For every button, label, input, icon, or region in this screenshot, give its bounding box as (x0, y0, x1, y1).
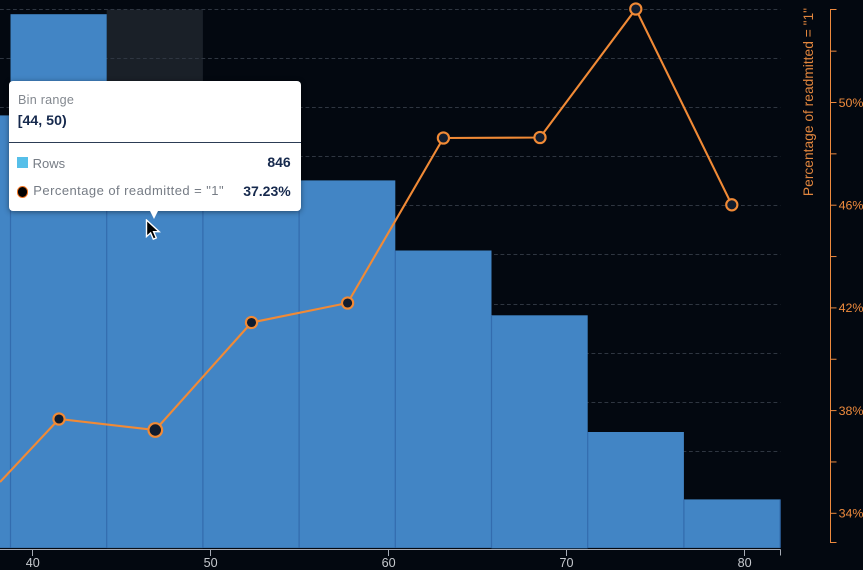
svg-text:40: 40 (26, 556, 40, 570)
svg-text:38%: 38% (839, 404, 863, 418)
svg-text:50%: 50% (839, 96, 863, 110)
svg-text:34%: 34% (839, 507, 863, 521)
svg-text:60: 60 (382, 556, 396, 570)
svg-text:46%: 46% (839, 199, 863, 213)
svg-text:Percentage of readmitted = "1": Percentage of readmitted = "1" (801, 8, 816, 196)
svg-text:80: 80 (738, 556, 752, 570)
svg-text:50: 50 (204, 556, 218, 570)
svg-text:70: 70 (559, 556, 573, 570)
svg-text:42%: 42% (839, 301, 863, 315)
